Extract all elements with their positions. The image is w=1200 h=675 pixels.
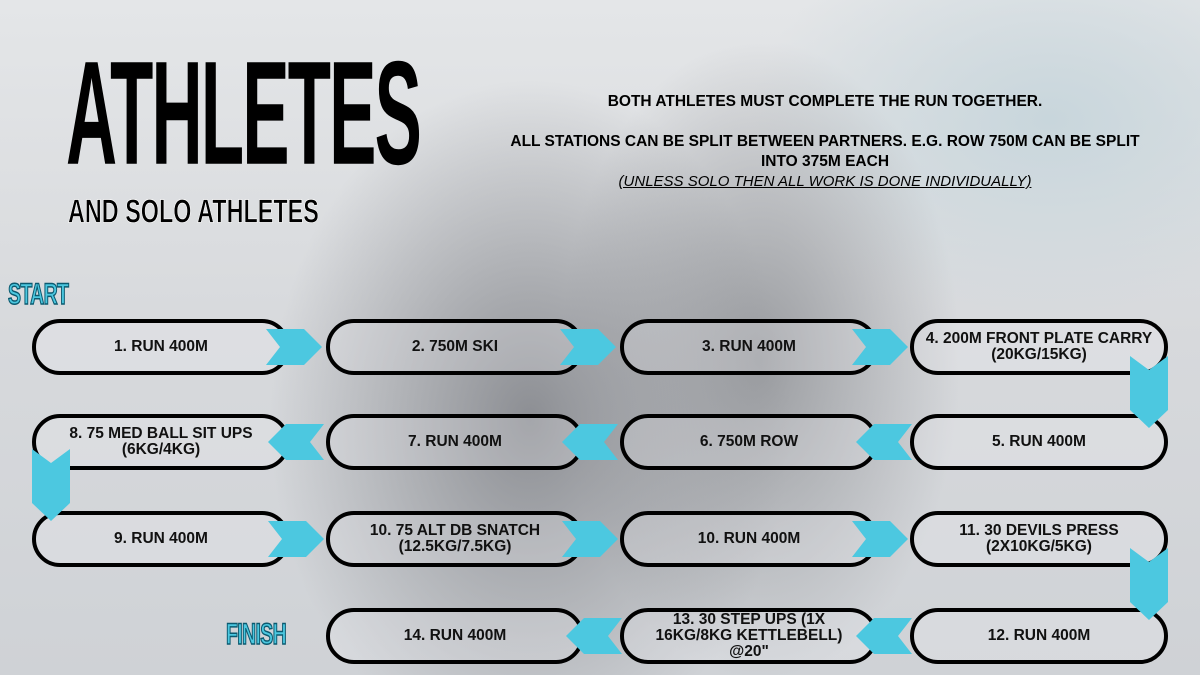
rule-solo-note: (UNLESS SOLO THEN ALL WORK IS DONE INDIV…	[618, 173, 1032, 190]
station-pill: 4. 200M FRONT PLATE CARRY (20KG/15KG)	[910, 319, 1168, 375]
station-pill: 14. RUN 400M	[326, 608, 584, 664]
arrow-right-icon	[266, 329, 322, 365]
station-pill: 3. RUN 400M	[620, 319, 878, 375]
arrow-down-icon	[1130, 548, 1168, 620]
station-pill: 5. RUN 400M	[910, 414, 1168, 470]
station-pill: 13. 30 STEP UPS (1X 16KG/8KG KETTLEBELL)…	[620, 608, 878, 664]
station-pill: 2. 750M SKI	[326, 319, 584, 375]
arrow-left-icon	[566, 618, 622, 654]
page-title: ATHLETES	[66, 31, 422, 197]
station-pill: 11. 30 DEVILS PRESS (2X10KG/5KG)	[910, 511, 1168, 567]
arrow-down-icon	[32, 449, 70, 521]
arrow-left-icon	[856, 618, 912, 654]
arrow-right-icon	[268, 521, 324, 557]
station-pill: 6. 750M ROW	[620, 414, 878, 470]
arrow-right-icon	[852, 521, 908, 557]
station-pill: 10. 75 ALT DB SNATCH (12.5KG/7.5KG)	[326, 511, 584, 567]
rule-split-stations: ALL STATIONS CAN BE SPLIT BETWEEN PARTNE…	[510, 133, 1140, 170]
rules-text: BOTH ATHLETES MUST COMPLETE THE RUN TOGE…	[505, 92, 1145, 212]
arrow-right-icon	[560, 329, 616, 365]
arrow-right-icon	[852, 329, 908, 365]
station-pill: 1. RUN 400M	[32, 319, 290, 375]
station-pill: 7. RUN 400M	[326, 414, 584, 470]
arrow-down-icon	[1130, 356, 1168, 428]
station-pill: 12. RUN 400M	[910, 608, 1168, 664]
arrow-left-icon	[856, 424, 912, 460]
station-pill: 8. 75 MED BALL SIT UPS (6KG/4KG)	[32, 414, 290, 470]
arrow-right-icon	[562, 521, 618, 557]
station-pill: 9. RUN 400M	[32, 511, 290, 567]
arrow-left-icon	[268, 424, 324, 460]
station-pill: 10. RUN 400M	[620, 511, 878, 567]
finish-label: FINISH	[226, 618, 288, 651]
page-subtitle: AND SOLO ATHLETES	[68, 193, 319, 231]
arrow-left-icon	[562, 424, 618, 460]
rule-run-together: BOTH ATHLETES MUST COMPLETE THE RUN TOGE…	[607, 93, 1043, 110]
start-label: START	[8, 278, 70, 311]
